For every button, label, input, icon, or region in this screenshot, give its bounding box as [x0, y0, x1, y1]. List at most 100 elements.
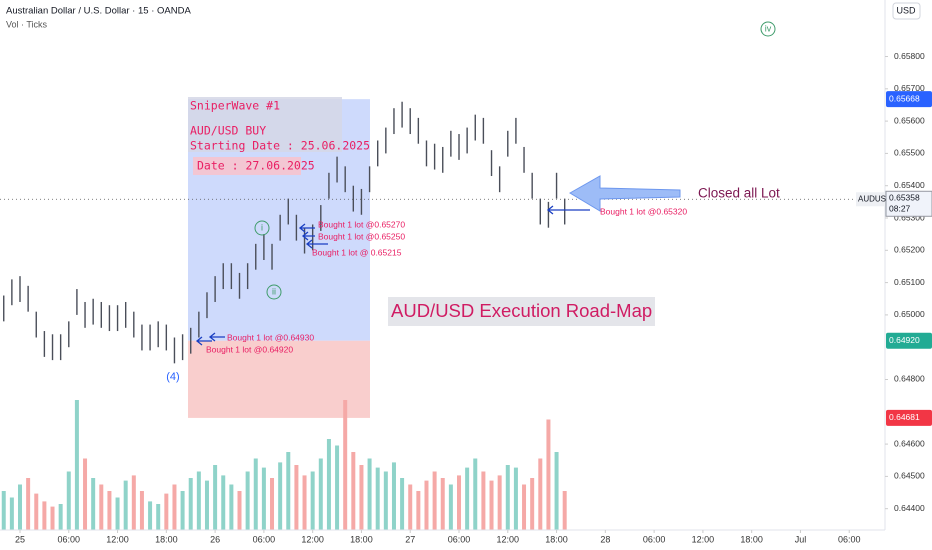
symbol-tag	[856, 192, 885, 207]
y-tick-label: 0.64500	[894, 471, 925, 481]
price-tag-label: 0.64920	[889, 335, 920, 345]
volume-bar	[286, 452, 291, 530]
volume-bar	[424, 480, 429, 530]
volume-bar	[367, 458, 372, 530]
closed-label: Closed all Lot	[698, 186, 780, 201]
x-tick-label: 12:00	[497, 534, 520, 544]
wave-label: ii	[272, 286, 276, 296]
bought-label: Bought 1 lot @0.65250	[318, 231, 405, 241]
volume-bar	[34, 493, 39, 530]
position-trade: AUD/USD BUY	[190, 124, 266, 138]
x-tick-label: 06:00	[643, 534, 666, 544]
x-tick-label: 25	[15, 534, 25, 544]
symbol-tag-label: AUDUSD	[858, 194, 892, 203]
close-arrow	[569, 175, 681, 212]
volume-bar	[261, 467, 266, 530]
x-tick-label: 18:00	[740, 534, 763, 544]
y-tick-label: 0.65300	[894, 212, 925, 222]
price-tag-label: 0.64681	[889, 412, 920, 422]
volume-bar	[180, 491, 185, 530]
volume-bar	[489, 480, 494, 530]
price-tag	[886, 332, 932, 349]
volume-bar	[530, 478, 535, 530]
x-tick-label: 06:00	[58, 534, 81, 544]
volume-bar	[196, 471, 201, 530]
bought-label: Bought 1 lot @0.65270	[318, 219, 405, 229]
symbol-title: Australian Dollar / U.S. Dollar · 15 · O…	[6, 6, 191, 17]
volume-bar	[99, 484, 104, 530]
volume-bar	[107, 491, 112, 530]
volume-bar	[310, 471, 315, 530]
volume-bar	[400, 478, 405, 530]
end-date-box	[193, 157, 301, 175]
x-tick-label: 06:00	[838, 534, 861, 544]
volume-bar	[66, 471, 71, 530]
volume-bar	[554, 452, 559, 530]
volume-bar	[497, 475, 502, 530]
roadmap-box	[388, 297, 655, 326]
x-tick-label: 12:00	[301, 534, 324, 544]
position-start: Starting Date : 25.06.2025	[190, 139, 370, 153]
y-tick-label: 0.64400	[894, 503, 925, 513]
volume-bar	[237, 491, 242, 530]
position-title: SniperWave #1	[190, 99, 280, 113]
wave-label: (4)	[166, 371, 179, 383]
entry-arrows	[195, 205, 590, 346]
volume-bar	[343, 400, 348, 530]
x-tick-label: 28	[600, 534, 610, 544]
bought-label: Bought 1 lot @0.65320	[600, 206, 687, 216]
volume-bar	[42, 501, 47, 530]
volume-bar	[156, 504, 161, 530]
price-bars	[3, 101, 566, 364]
x-tick-label: 06:00	[253, 534, 276, 544]
volume-bar	[538, 458, 543, 530]
currency-button[interactable]	[892, 2, 921, 20]
price-tag-label: 0.65668	[889, 93, 920, 103]
y-tick-label: 0.64800	[894, 374, 925, 384]
volume-bar	[408, 484, 413, 530]
currency-button-label[interactable]: USD	[896, 5, 916, 15]
y-tick-label: 0.64600	[894, 438, 925, 448]
volume-bar	[1, 491, 6, 530]
x-tick-label: Jul	[795, 534, 807, 544]
countdown-label: 08:27	[889, 204, 911, 214]
volume-bar	[522, 484, 527, 530]
bought-label: Bought 1 lot @0.64920	[206, 344, 293, 354]
volume-bar	[213, 465, 218, 530]
annotation-layer: SniperWave #1 AUD/USD BUY Starting Date …	[166, 21, 780, 383]
loss-zone	[188, 340, 370, 418]
volume-bar	[351, 452, 356, 530]
volume-bar	[204, 480, 209, 530]
volume-bar	[416, 491, 421, 530]
last-price-tag	[885, 190, 932, 217]
volume-bar	[473, 458, 478, 530]
volume-bar	[440, 478, 445, 530]
roadmap-title: AUD/USD Execution Road-Map	[391, 300, 652, 321]
x-tick-label: 18:00	[350, 534, 373, 544]
volume-bar	[229, 484, 234, 530]
volume-bar	[359, 465, 364, 530]
bought-label: Bought 1 lot @ 0.65215	[312, 247, 402, 257]
volume-bar	[326, 439, 331, 530]
position-end: Date : 27.06.2025	[197, 159, 315, 173]
volume-bar	[74, 400, 79, 530]
volume-bar	[335, 445, 340, 530]
volume-bar	[148, 501, 153, 530]
position-header-box	[188, 97, 342, 152]
volume-bar	[294, 465, 299, 530]
volume-bar	[50, 506, 55, 530]
x-tick-label: 18:00	[155, 534, 178, 544]
volume-bar	[505, 465, 510, 530]
wave-circle	[254, 220, 270, 236]
x-tick-label: 06:00	[448, 534, 471, 544]
volume-bar	[221, 475, 226, 530]
volume-bar	[481, 471, 486, 530]
volume-bar	[83, 458, 88, 530]
volume-bar	[253, 458, 258, 530]
volume-bar	[115, 497, 120, 530]
price-tag	[886, 91, 932, 108]
y-tick-label: 0.65200	[894, 245, 925, 255]
volume-bar	[375, 467, 380, 530]
y-tick-label: 0.65500	[894, 148, 925, 158]
volume-bar	[278, 462, 283, 530]
